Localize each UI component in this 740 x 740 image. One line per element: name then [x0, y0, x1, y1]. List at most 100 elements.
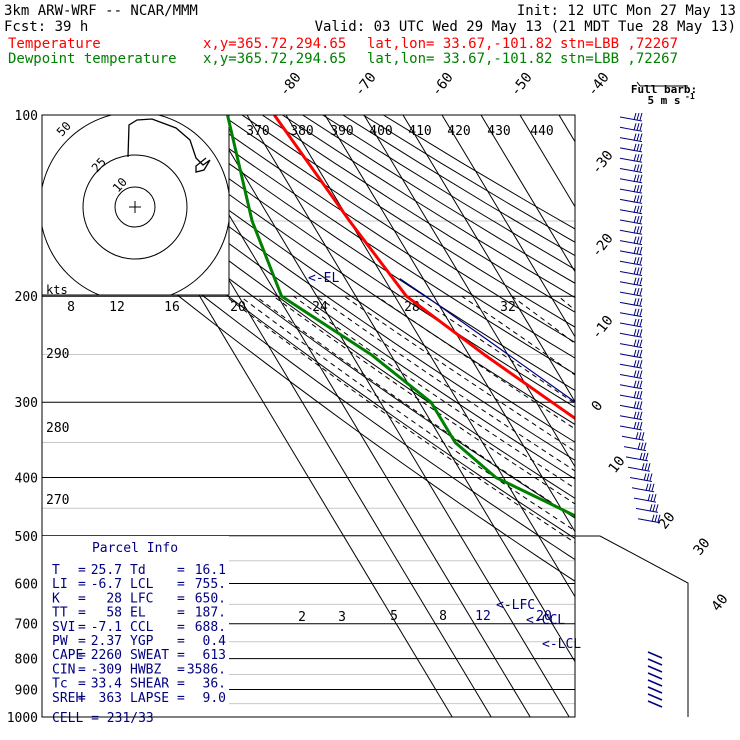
theta-e-label: 32: [500, 300, 516, 315]
isotherm-tick-label: -20: [589, 231, 617, 261]
parcel-row-val: 25.7: [91, 563, 122, 578]
moist-adiabat: [225, 295, 575, 544]
pressure-tick-label: 500: [15, 530, 38, 545]
plot-frame: [41, 114, 576, 718]
parcel-info-cell: CELL = 231/33: [52, 711, 154, 726]
wind-barb-shaft: [631, 487, 655, 493]
wind-barb-flag: [633, 267, 637, 275]
parcel-row-key: T: [52, 563, 60, 578]
moist-adiabat: [511, 295, 575, 345]
dewpoint-xy: x,y=365.72,294.65: [203, 51, 346, 67]
wind-barb-shaft: [627, 466, 651, 472]
wind-barb-flag: [633, 287, 637, 296]
parcel-row-eq: =: [78, 563, 86, 578]
wind-barb-flag: [636, 195, 640, 203]
temperature-profile: [273, 115, 575, 421]
isotherm-tick-label: -60: [429, 70, 457, 100]
wind-barb-flag: [639, 287, 643, 296]
parcel-row-val: 2.37: [91, 634, 122, 649]
wind-barb-flag: [633, 195, 637, 203]
wind-barb-flag: [644, 463, 648, 471]
theta-label: 430: [487, 124, 510, 139]
dry-adiabat: [221, 115, 575, 344]
hodograph-clip: [42, 115, 229, 295]
wind-barb-shaft: [619, 384, 643, 390]
parcel-path: [399, 278, 575, 403]
wind-barb-shaft: [619, 415, 643, 421]
parcel-row-key: K: [52, 591, 60, 606]
dry-adiabat: [42, 132, 575, 519]
wind-barb-flag: [639, 298, 643, 306]
parcel-row-key2: LCL: [130, 577, 154, 592]
wind-barb-shaft: [635, 507, 659, 513]
wind-barb-flag: [649, 473, 653, 481]
isotherm-tick-label: 10: [606, 453, 629, 476]
init-time: Init: 12 UTC Mon 27 May 13: [517, 3, 736, 19]
wind-barb-flag: [639, 277, 643, 285]
wind-barb-flag: [636, 112, 640, 121]
wind-barb-flag: [654, 514, 658, 522]
parcel-row-eq2: =: [177, 606, 185, 621]
parcel-row-eq: =: [78, 648, 86, 663]
mixing-ratio-label: 8: [439, 609, 447, 624]
parcel-info-rows: T = 25.7 Td = 16.1 LI = -6.7 LCL = 755. K = 28 LFC = 650.…: [52, 563, 226, 706]
valid-time: Valid: 03 UTC Wed 29 May 13 (21 MDT Tue …: [315, 19, 736, 35]
moist-adiabat: [557, 295, 575, 311]
parcel-row-val: 58: [106, 606, 122, 621]
parcel-row-key: Tc: [52, 677, 68, 692]
wind-barb-flag: [636, 215, 640, 224]
wind-barb-flag: [633, 390, 637, 399]
parcel-row-eq2: =: [177, 634, 185, 649]
dry-adiabat: [160, 115, 575, 392]
moist-adiabat: [597, 296, 740, 717]
wind-barb-flag: [633, 236, 637, 244]
wind-barb-shaft: [619, 271, 643, 276]
wind-barb-flag: [639, 411, 643, 419]
parcel-row-val2: 3586.: [187, 662, 226, 677]
parcel-row-eq2: =: [177, 577, 185, 592]
wind-barb-flag: [633, 133, 637, 141]
parcel-row-key: LI: [52, 577, 68, 592]
barb-legend-unit: 5 m s: [647, 94, 680, 107]
wind-barb-flag: [633, 164, 637, 172]
parcel-row-eq: =: [78, 577, 86, 592]
wind-barb-flag: [636, 360, 640, 368]
dry-adiabat: [42, 184, 575, 582]
wind-barb-flag: [633, 339, 637, 347]
wind-barb-flag: [639, 380, 643, 388]
wind-barb-flag: [633, 184, 637, 193]
wind-barb-flag: [633, 401, 637, 409]
wind-barb-shaft: [623, 446, 647, 452]
wind-barb-shaft: [619, 281, 643, 287]
wind-barb-flag: [633, 112, 637, 121]
parcel-row-key2: LAPSE: [130, 691, 169, 706]
dry-adiabat: [201, 115, 575, 359]
wind-barb-low: [647, 686, 663, 694]
parcel-row-eq2: =: [177, 677, 185, 692]
wind-barb-flag: [639, 164, 643, 172]
parcel-row-eq2: =: [177, 662, 185, 677]
wind-barb-flag: [643, 442, 647, 450]
wind-barb-shaft: [619, 291, 643, 297]
wind-barb-flag: [636, 329, 640, 337]
model-title: 3km ARW-WRF -- NCAR/MMM: [4, 3, 198, 19]
wind-barb-low: [647, 651, 663, 659]
parcel-row-eq2: =: [177, 620, 185, 635]
wind-barb-shaft: [619, 363, 643, 369]
mixing-ratio-label: 12: [475, 609, 491, 624]
mixing-ratio-label: 2: [298, 610, 306, 625]
wind-barb-flag: [648, 483, 652, 491]
wind-barb-flag: [635, 432, 639, 440]
mixing-ratio-label: 20: [536, 609, 552, 624]
sounding-profiles: [226, 115, 575, 518]
dry-adiabat: [181, 115, 575, 375]
wind-barb-flag: [639, 133, 643, 141]
parcel-row-eq: =: [78, 691, 86, 706]
mixing-ratio-label: 5: [390, 609, 398, 624]
wind-barb-flag: [649, 504, 653, 512]
forecast-hour: Fcst: 39 h: [4, 19, 88, 35]
dewpoint-latlon: lat,lon= 33.67,-101.82: [367, 51, 552, 67]
wind-barb-shaft: [619, 157, 643, 163]
wind-barb-flag: [633, 318, 637, 327]
